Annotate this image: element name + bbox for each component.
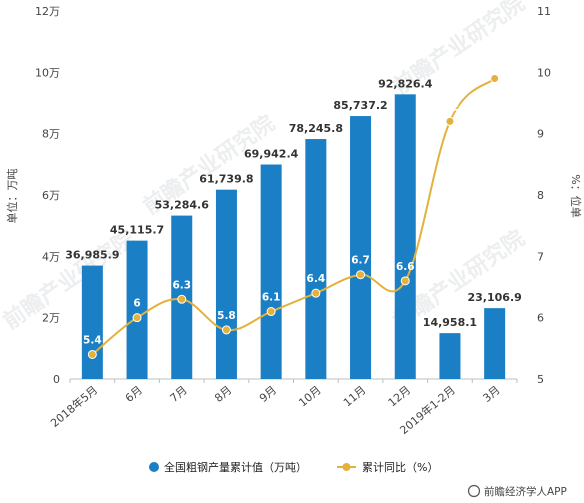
line-point — [266, 307, 276, 317]
bar — [126, 240, 148, 379]
x-tick-label: 6月 — [123, 383, 145, 405]
y-tick-label: 0 — [53, 373, 60, 386]
y2-axis-title: %：位单 — [569, 174, 583, 217]
line-data-label: 6.7 — [351, 255, 370, 267]
bar-data-label: 69,942.4 — [244, 148, 299, 161]
x-tick-label: 11月 — [341, 383, 369, 409]
line-point — [311, 288, 321, 298]
legend: 全国粗钢产量累计值（万吨） 累计同比（%） — [149, 460, 438, 474]
y2-tick-label: 10 — [537, 66, 551, 79]
y-tick-label: 8万 — [42, 128, 60, 141]
brand-logo-icon — [467, 484, 481, 498]
bar — [439, 333, 461, 379]
y-tick-label: 2万 — [42, 312, 60, 325]
y-axis-title: 单位：万吨 — [5, 169, 19, 224]
line-data-label: 5.8 — [217, 310, 236, 322]
y2-tick-label: 8 — [537, 189, 544, 202]
bar-data-label: 14,958.1 — [423, 316, 477, 329]
y2-tick-label: 9 — [537, 128, 544, 141]
bar — [305, 139, 327, 379]
line-data-label: 9.9 — [485, 58, 504, 70]
line-point — [177, 294, 187, 304]
line-point — [490, 73, 500, 83]
legend-bar-label: 全国粗钢产量累计值（万吨） — [164, 460, 307, 474]
legend-line-marker — [342, 463, 351, 471]
y2-tick-label: 11 — [537, 5, 551, 18]
line-point — [221, 325, 231, 335]
bar — [260, 164, 282, 379]
x-tick-label: 7月 — [168, 383, 190, 405]
x-tick-label: 10月 — [296, 383, 324, 409]
line-data-label: 9.2 — [441, 101, 460, 113]
axes: 0 2万 4万 6万 8万 10万 12万 5 6 7 8 9 10 11 2018年5月 6月 7月 8月 9月 1… — [5, 5, 583, 437]
bar-data-label: 53,284.6 — [155, 199, 210, 212]
x-tick-label: 9月 — [257, 383, 279, 405]
y2-tick-label: 6 — [537, 312, 544, 325]
y-tick-label: 12万 — [35, 5, 60, 18]
bar-data-label: 92,826.4 — [378, 77, 433, 90]
line-data-label: 6.3 — [172, 279, 191, 291]
x-tick-label: 12月 — [386, 383, 414, 409]
line-point — [356, 270, 366, 280]
bar-data-label: 78,245.8 — [289, 122, 343, 135]
x-tick-label: 2018年5月 — [48, 383, 101, 430]
y2-tick-label: 5 — [537, 373, 544, 386]
line-point — [445, 116, 455, 126]
bar — [484, 308, 506, 379]
y-tick-label: 4万 — [42, 250, 60, 263]
x-tick-label: 8月 — [212, 383, 234, 405]
bar-series: 36,985.9 45,115.7 53,284.6 61,739.8 69,942.4… — [65, 77, 522, 380]
legend-bar-marker — [149, 462, 159, 472]
line-data-label: 6 — [133, 298, 140, 310]
watermark-text: 前瞻产业研究院 — [0, 225, 140, 335]
bar — [350, 116, 372, 380]
bar — [81, 265, 103, 379]
bar-data-label: 36,985.9 — [65, 249, 119, 262]
bar-data-label: 61,739.8 — [199, 173, 253, 186]
y2-tick-label: 7 — [537, 250, 544, 263]
line-data-label: 6.4 — [307, 273, 326, 285]
bar — [215, 189, 237, 379]
brand-text: 前瞻经济学人APP — [484, 485, 567, 498]
bar-data-label: 23,106.9 — [468, 291, 522, 304]
brand: 前瞻经济学人APP — [467, 484, 567, 498]
line-data-label: 6.6 — [396, 261, 415, 273]
line-series: 5.4 6 6.3 5.8 6.1 6.4 6.7 6.6 9.2 9.9 — [83, 58, 504, 359]
line-point — [87, 349, 97, 359]
y-tick-label: 6万 — [42, 189, 60, 202]
y-tick-label: 10万 — [35, 66, 60, 79]
line-data-label: 5.4 — [83, 334, 102, 346]
bar-data-label: 85,737.2 — [333, 99, 387, 112]
x-tick-label: 3月 — [480, 383, 502, 405]
line-point — [132, 313, 142, 323]
legend-line-label: 累计同比（%） — [362, 461, 438, 474]
bar-data-label: 45,115.7 — [110, 224, 164, 237]
bar — [394, 94, 416, 380]
line-point — [400, 276, 410, 286]
line-data-label: 6.1 — [262, 292, 281, 304]
